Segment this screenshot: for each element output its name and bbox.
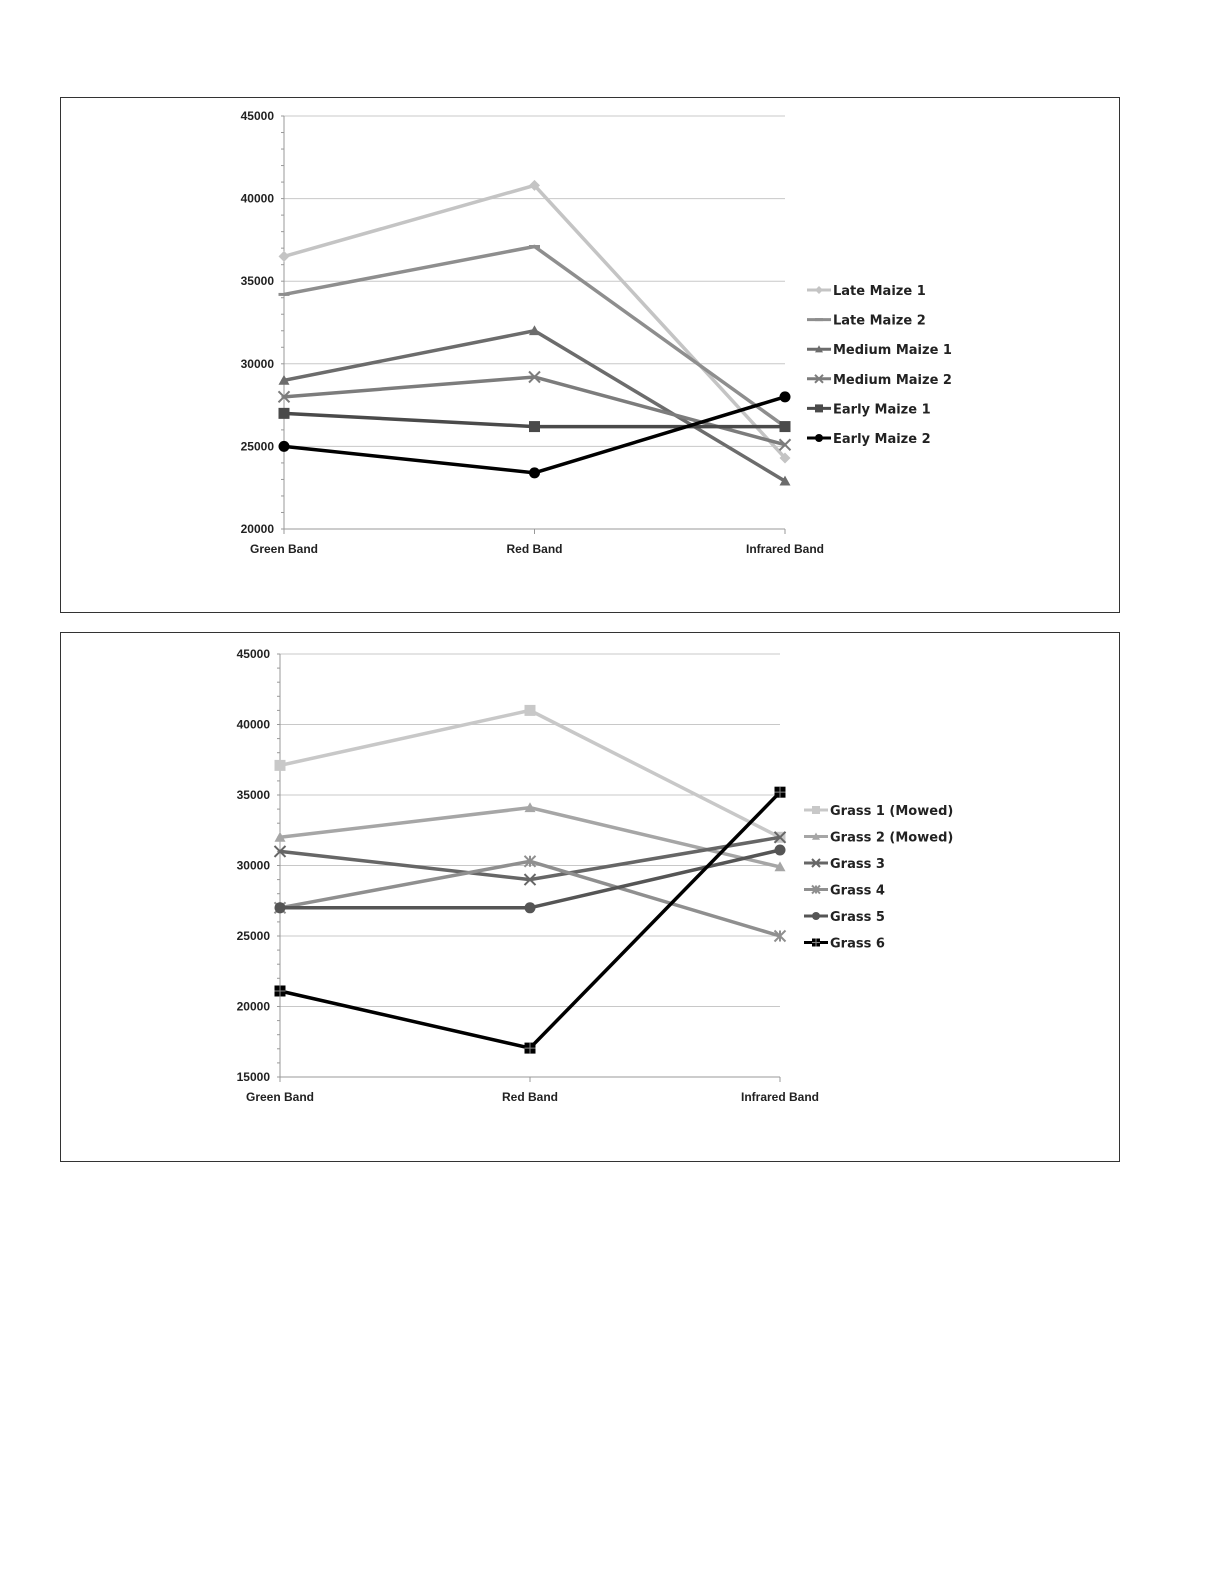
data-point: [273, 845, 287, 858]
legend-label: Late Maize 1: [833, 284, 926, 299]
x-tick-label: Infrared Band: [746, 542, 824, 556]
legend-marker: [814, 374, 824, 384]
legend-label: Early Maize 2: [833, 432, 931, 447]
data-point: [774, 861, 786, 872]
legend-label: Grass 3: [830, 857, 885, 872]
y-tick-label: 25000: [237, 929, 271, 943]
legend-marker: [815, 345, 823, 353]
y-tick-label: 20000: [237, 1000, 271, 1014]
legend-marker: [811, 884, 821, 895]
chart-grass-svg: 15000 20000 25000 30000 35000 40000 45000 Green…: [237, 647, 954, 1104]
x-tick-label: Infrared Band: [741, 1090, 819, 1104]
data-point: [274, 759, 286, 771]
data-point: [524, 704, 536, 716]
data-point: [278, 292, 290, 296]
data-point: [274, 902, 286, 914]
data-point: [528, 370, 541, 384]
legend-label: Grass 1 (Mowed): [830, 804, 953, 819]
y-tick-label: 40000: [237, 718, 271, 732]
data-point: [779, 452, 791, 464]
data-point: [277, 390, 291, 404]
data-point: [274, 831, 286, 842]
series-line-maize-2: [283, 328, 786, 483]
legend-marker: [815, 404, 823, 413]
y-tick-label: 45000: [241, 109, 275, 123]
data-point: [773, 929, 787, 943]
data-point: [524, 802, 536, 813]
data-point: [529, 245, 540, 249]
legend-marker: [812, 832, 820, 840]
series-line-grass-5: [279, 790, 782, 1051]
y-tick-label: 35000: [237, 788, 271, 802]
data-point: [529, 421, 540, 433]
legend-label: Late Maize 2: [833, 314, 926, 329]
legend-label: Grass 4: [830, 884, 885, 899]
data-point: [523, 855, 537, 868]
x-tick-label: Green Band: [246, 1090, 314, 1104]
data-point: [529, 179, 540, 191]
y-tick-label: 40000: [241, 192, 275, 206]
data-point: [524, 902, 536, 914]
y-tick-label: 20000: [241, 522, 275, 536]
x-tick-label: Red Band: [502, 1090, 558, 1104]
y-tick-label: 35000: [241, 274, 275, 288]
data-point: [779, 421, 791, 433]
y-tick-label: 30000: [241, 357, 275, 371]
data-point: [779, 391, 791, 403]
data-point: [774, 844, 786, 856]
data-point: [779, 475, 791, 486]
data-point: [778, 438, 792, 451]
legend-marker: [815, 286, 823, 294]
legend-label: Medium Maize 2: [833, 373, 952, 388]
series-line-grass-3: [279, 859, 781, 938]
chart-maize-svg: 20000 25000 30000 35000 40000 45000 Green Band…: [241, 109, 952, 556]
data-point: [278, 250, 290, 262]
chart-grass: 15000 20000 25000 30000 35000 40000 45000 Green…: [60, 632, 1120, 1162]
legend-marker: [815, 434, 823, 442]
legend-marker: [812, 938, 820, 947]
legend-label: Grass 6: [830, 937, 885, 952]
data-point: [523, 873, 537, 886]
series-line-maize-1: [283, 244, 787, 428]
y-tick-label: 15000: [237, 1070, 271, 1084]
data-point: [278, 374, 290, 385]
series-line-grass-0: [279, 708, 781, 839]
legend-marker: [812, 806, 820, 814]
data-point: [773, 831, 787, 844]
y-tick-label: 45000: [237, 647, 271, 661]
legend-label: Early Maize 1: [833, 402, 931, 417]
legend-label: Medium Maize 1: [833, 343, 952, 358]
x-tick-label: Green Band: [250, 542, 318, 556]
x-tick-label: Red Band: [506, 542, 562, 556]
legend-marker: [812, 912, 820, 920]
legend-label: Grass 2 (Mowed): [830, 831, 953, 846]
legend-label: Grass 5: [830, 910, 885, 925]
data-point: [274, 985, 286, 997]
data-point: [529, 467, 540, 479]
legend-marker: [811, 858, 821, 868]
y-tick-label: 25000: [241, 439, 275, 453]
legend-marker: [815, 318, 823, 322]
data-point: [774, 786, 786, 798]
data-point: [278, 407, 290, 419]
data-point: [524, 1042, 536, 1054]
data-point: [278, 440, 290, 452]
data-point: [529, 325, 540, 336]
chart-maize: 20000 25000 30000 35000 40000 45000 Green Band…: [60, 97, 1120, 613]
y-tick-label: 30000: [237, 859, 271, 873]
